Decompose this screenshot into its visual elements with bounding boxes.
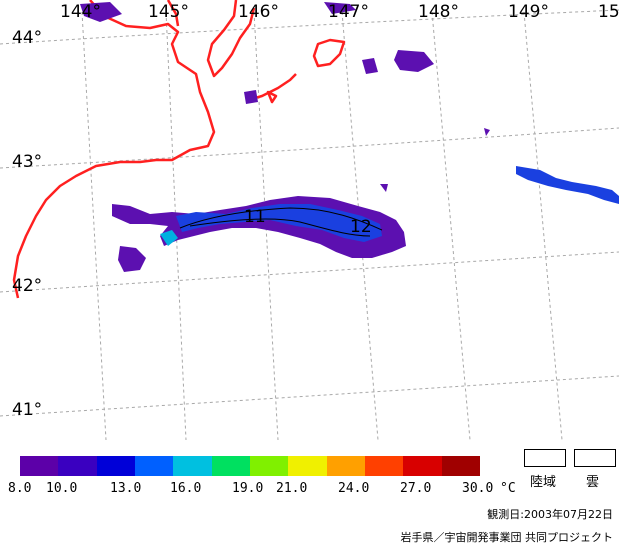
lon-label-144: 144° (60, 2, 101, 22)
sst-map: 11 12 (0, 0, 619, 440)
shiretoko-coast (206, 0, 256, 78)
hokkaido-coast-upper (12, 0, 216, 299)
sst-north-blob-4 (80, 2, 122, 22)
scale-label-13: 13.0 (110, 481, 142, 496)
scale-label-19: 19.0 (232, 481, 264, 496)
sst-small-1 (484, 128, 490, 136)
lon-label-147: 147° (328, 2, 369, 22)
colorbar-segment (249, 456, 289, 476)
scale-label-16: 16.0 (170, 481, 202, 496)
colorbar (20, 456, 480, 476)
cloud-legend-swatch (574, 449, 616, 467)
island-small (266, 90, 278, 104)
scale-unit: °C (500, 481, 516, 496)
scale-label-10: 10.0 (46, 481, 78, 496)
lon-label-149: 149° (508, 2, 549, 22)
sst-southwest-blob (118, 246, 146, 272)
observation-date: 観測日:2003年07月22日 (487, 508, 613, 521)
colorbar-segment (364, 456, 404, 476)
lon-label-148: 148° (418, 2, 459, 22)
sst-cyan-spot (160, 230, 178, 246)
sst-north-blob-5 (244, 90, 258, 104)
lat-line-44 (0, 9, 619, 45)
scale-label-30: 30.0 (462, 481, 494, 496)
isotherm-a (179, 207, 383, 231)
colorbar-segment (96, 456, 135, 476)
sst-blue-core (176, 204, 382, 242)
scale-label-8: 8.0 (8, 481, 32, 496)
colorbar-segment (20, 456, 59, 476)
land-legend-label: 陸域 (530, 475, 557, 490)
lat-line-41 (0, 375, 619, 417)
sst-north-blob-2 (362, 58, 378, 74)
sst-north-blob-3 (324, 2, 356, 14)
scale-label-24: 24.0 (338, 481, 370, 496)
lat-line-42 (0, 251, 619, 293)
contour-label-12: 12 (350, 217, 372, 237)
island-kunashiri (247, 73, 297, 102)
lon-line-144 (81, 11, 107, 440)
island-etorofu (312, 38, 346, 68)
lat-label-42: 42° (12, 276, 43, 296)
lat-label-44: 44° (12, 28, 43, 48)
lat-line-43 (0, 127, 619, 169)
colorbar-segment (134, 456, 174, 476)
colorbar-segment (173, 456, 212, 476)
isotherm-b (189, 218, 371, 237)
land-legend-swatch (524, 449, 566, 467)
cloud-legend-label: 雲 (586, 475, 600, 490)
lon-line-148 (431, 11, 471, 440)
contour-label-11: 11 (244, 207, 266, 227)
sst-north-blob-1 (394, 50, 434, 72)
scale-label-21: 21.0 (276, 481, 308, 496)
lon-label-150: 15 (598, 2, 619, 22)
graticule (0, 9, 619, 440)
lon-line-149 (523, 11, 563, 440)
colorbar-segment (58, 456, 97, 476)
colorbar-segment (403, 456, 442, 476)
lat-label-41: 41° (12, 400, 43, 420)
colorbar-segment (211, 456, 250, 476)
lon-label-145: 145° (148, 2, 189, 22)
sst-patches (80, 2, 619, 272)
credit-line: 岩手県／宇宙開発事業団 共同プロジェクト (400, 531, 614, 544)
colorbar-segment (441, 456, 480, 476)
nemuro-coast (166, 0, 180, 27)
lon-label-146: 146° (238, 2, 279, 22)
isotherms (179, 207, 383, 237)
colorbar-segment (288, 456, 327, 476)
lat-label-43: 43° (12, 152, 43, 172)
sst-small-2 (380, 184, 388, 192)
sst-east-blob (516, 166, 619, 204)
scale-label-27: 27.0 (400, 481, 432, 496)
colorbar-segment (326, 456, 365, 476)
coastline (12, 0, 346, 299)
